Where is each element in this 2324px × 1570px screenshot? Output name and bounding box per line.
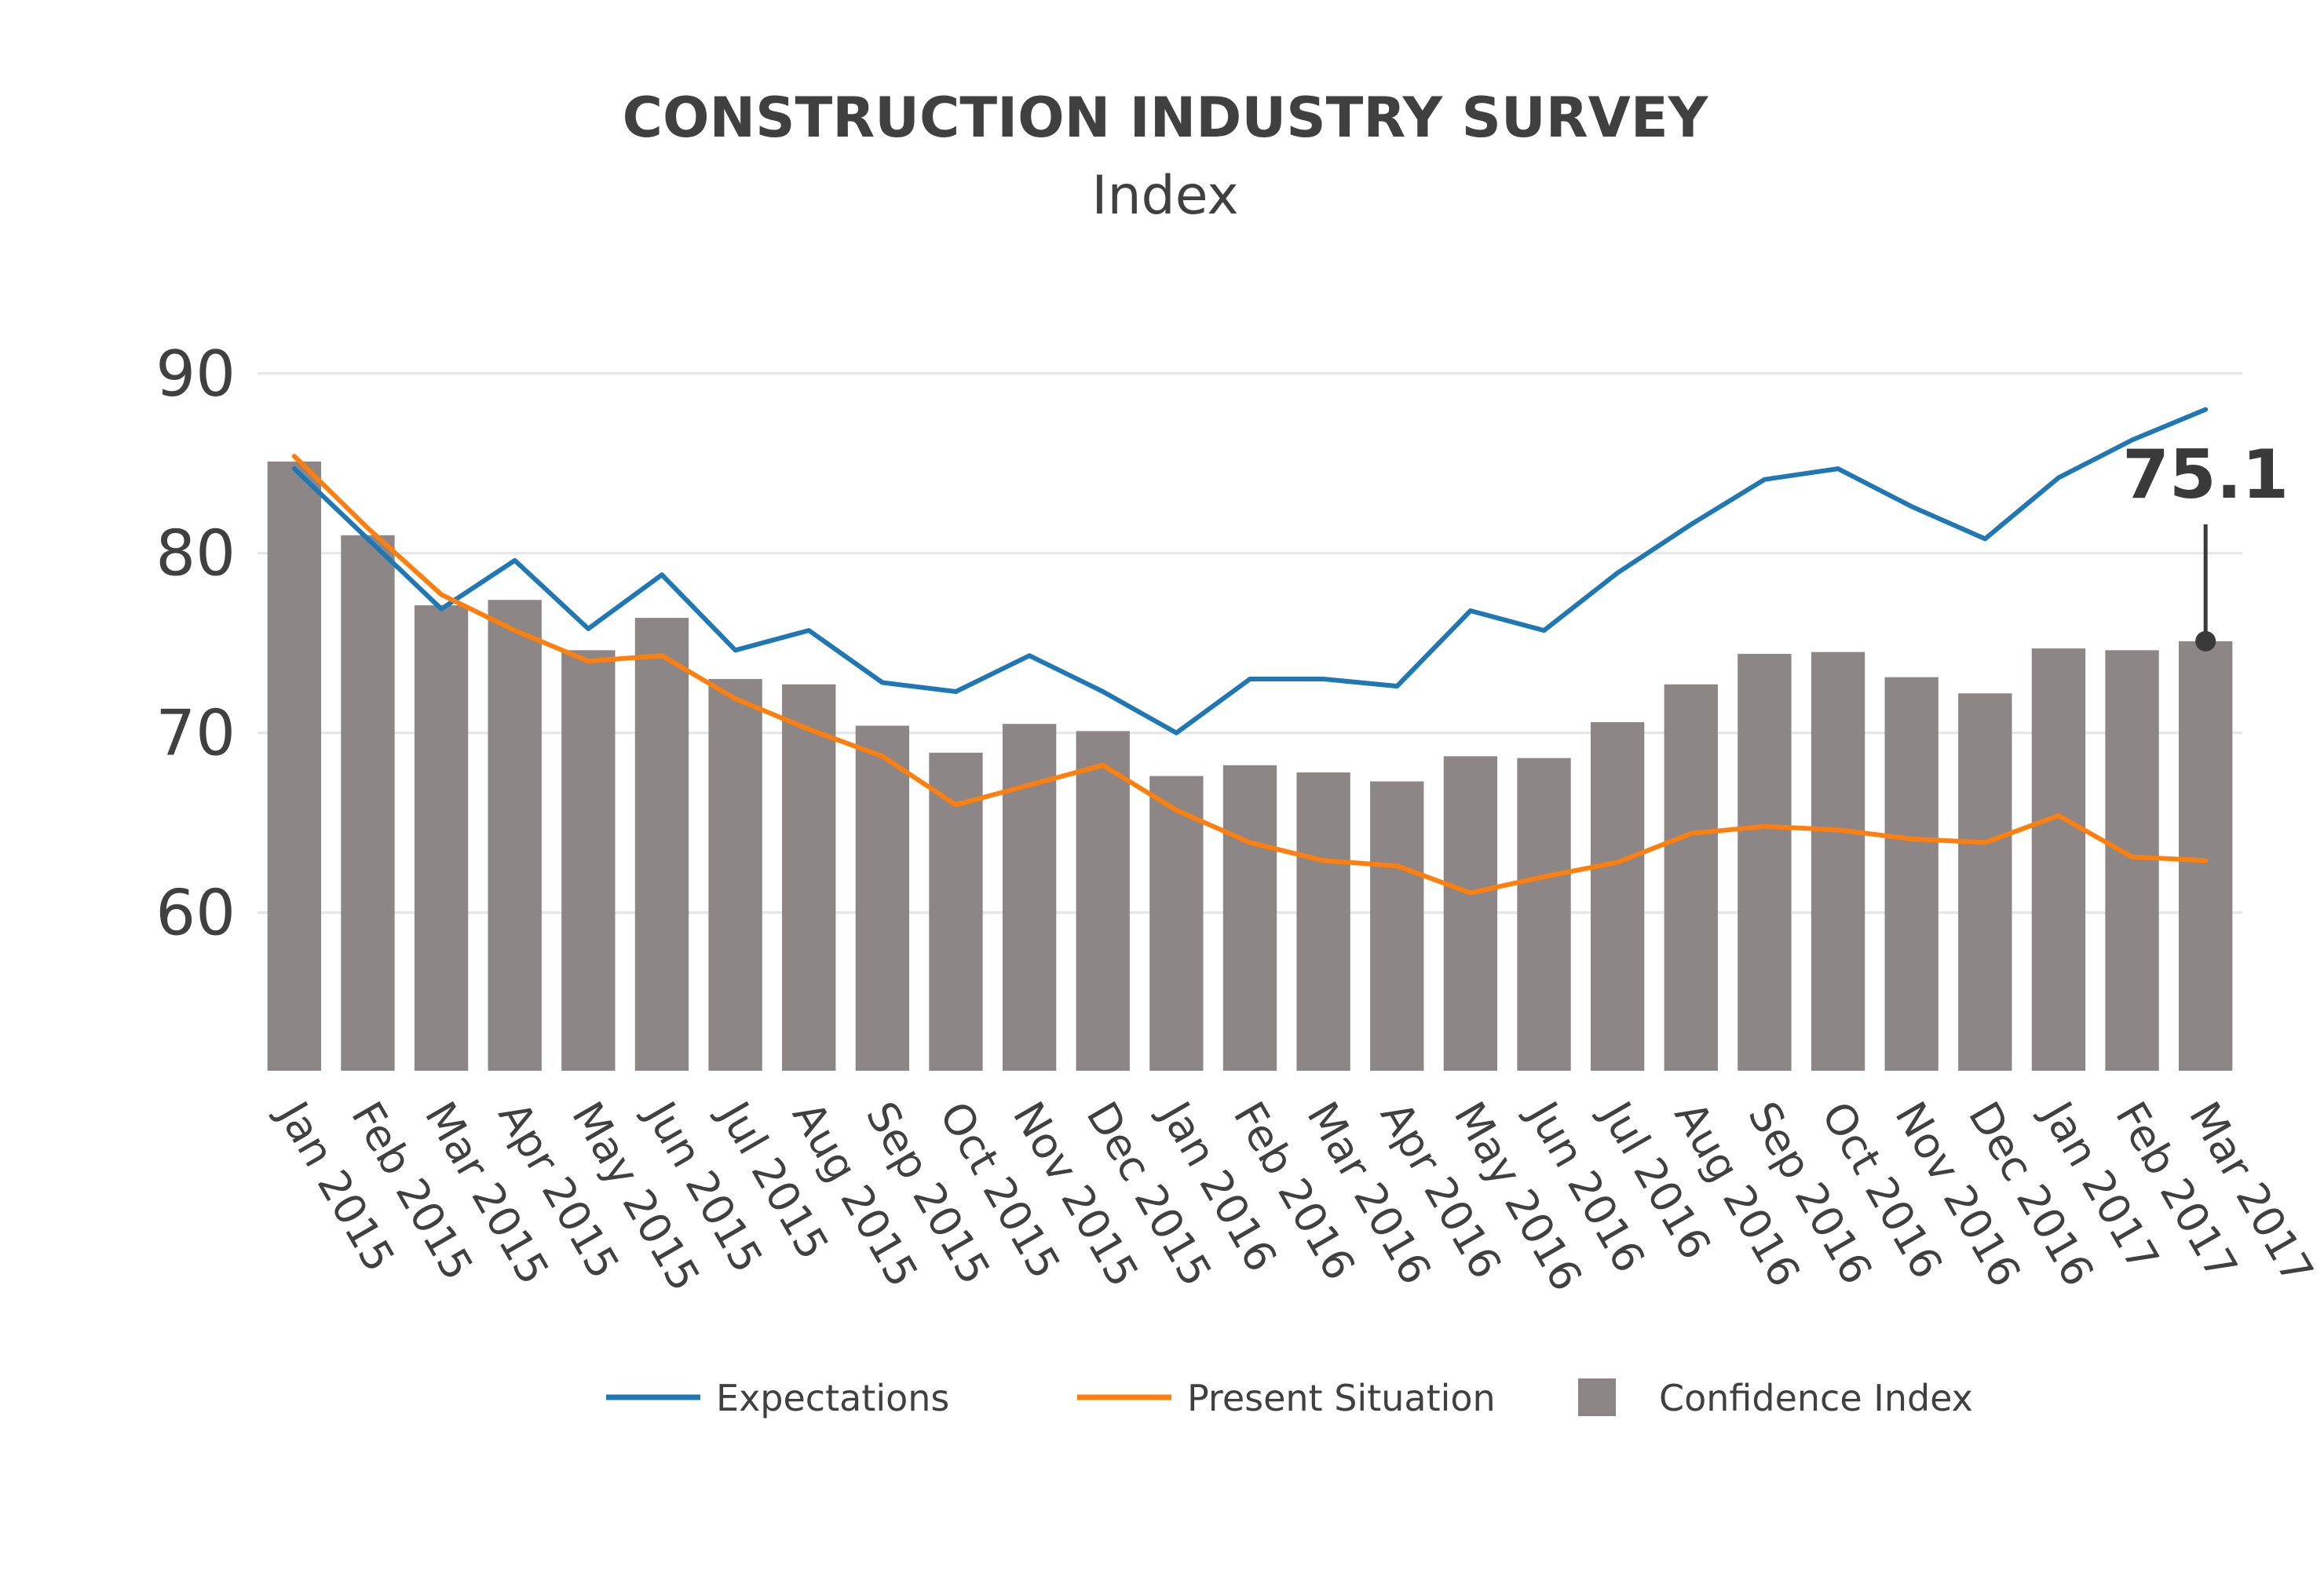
bar-apr-2016 bbox=[1370, 781, 1424, 1071]
bar-aug-2016 bbox=[1664, 684, 1718, 1071]
y-tick-label: 70 bbox=[155, 697, 236, 770]
bar-mar-2015 bbox=[414, 605, 469, 1071]
bar-aug-2015 bbox=[782, 684, 836, 1071]
bar-jun-2016 bbox=[1517, 758, 1571, 1071]
legend-label-confidence-index: Confidence Index bbox=[1659, 1377, 1973, 1419]
bar-nov-2016 bbox=[1884, 677, 1938, 1071]
confidence-index-bars bbox=[267, 461, 2233, 1071]
bar-oct-2016 bbox=[1811, 652, 1865, 1071]
bar-mar-2016 bbox=[1296, 772, 1350, 1071]
callout-label: 75.1 bbox=[2122, 436, 2289, 514]
legend-swatch-confidence-index bbox=[1578, 1378, 1616, 1416]
bar-jan-2015 bbox=[267, 461, 321, 1071]
legend-label-expectations: Expectations bbox=[716, 1377, 949, 1419]
y-axis-ticks: 60 70 80 90 bbox=[155, 338, 236, 950]
bar-may-2015 bbox=[561, 650, 616, 1071]
legend-label-present-situation: Present Situation bbox=[1187, 1377, 1496, 1419]
bar-jul-2016 bbox=[1590, 721, 1645, 1071]
bar-jun-2015 bbox=[634, 618, 689, 1071]
bar-feb-2016 bbox=[1222, 765, 1277, 1071]
chart-title: CONSTRUCTION INDUSTRY SURVEY bbox=[623, 86, 1709, 150]
latest-value-callout: 75.1 bbox=[2122, 436, 2289, 652]
y-tick-label: 80 bbox=[155, 517, 236, 590]
bar-dec-2016 bbox=[1958, 693, 2012, 1071]
y-tick-label: 90 bbox=[155, 338, 236, 411]
bar-jul-2015 bbox=[708, 678, 762, 1071]
y-tick-label: 60 bbox=[155, 877, 236, 950]
bar-feb-2015 bbox=[341, 535, 395, 1071]
bar-jan-2016 bbox=[1149, 776, 1204, 1071]
line-expectations bbox=[291, 407, 2209, 736]
bar-apr-2015 bbox=[488, 600, 542, 1071]
callout-marker bbox=[2195, 630, 2216, 652]
bar-jan-2017 bbox=[2031, 648, 2086, 1071]
bar-may-2016 bbox=[1443, 756, 1498, 1071]
bar-feb-2017 bbox=[2105, 650, 2159, 1071]
bar-nov-2015 bbox=[1002, 724, 1057, 1071]
legend: Expectations Present Situation Confidence … bbox=[606, 1377, 1973, 1419]
bar-sep-2015 bbox=[855, 725, 910, 1071]
line-series bbox=[291, 407, 2209, 896]
bar-sep-2016 bbox=[1738, 653, 1792, 1071]
bar-mar-2017 bbox=[2179, 641, 2233, 1071]
chart-subtitle: Index bbox=[1091, 165, 1238, 227]
line-present-situation bbox=[291, 454, 2209, 896]
bar-dec-2015 bbox=[1076, 731, 1130, 1071]
